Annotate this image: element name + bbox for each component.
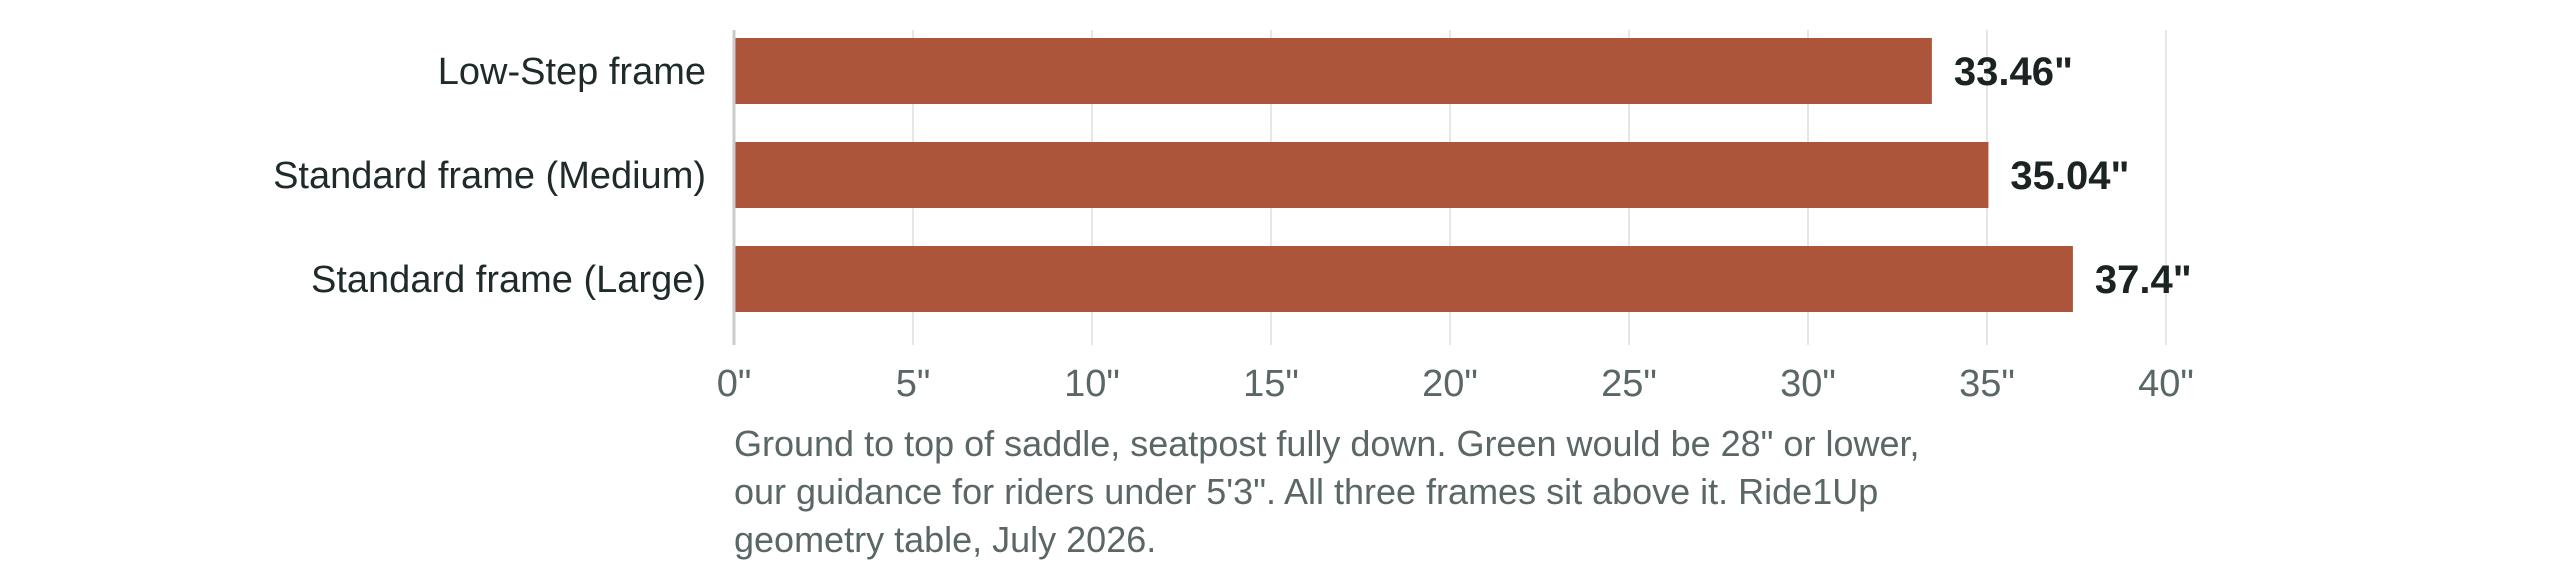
x-tick-label: 30" [1780, 363, 1836, 405]
x-tick-label: 20" [1422, 363, 1478, 405]
data-label: 35.04" [2010, 154, 2129, 198]
category-labels: Low-Step frame Standard frame (Medium) Sta… [273, 51, 706, 301]
x-tick-label: 10" [1064, 363, 1120, 405]
x-tick-label: 5" [896, 363, 931, 405]
x-axis-tick-labels: 0" 5" 10" 15" 20" 25" 30" 35" 40" [717, 363, 2194, 405]
x-tick-label: 35" [1959, 363, 2015, 405]
category-label: Low-Step frame [438, 51, 706, 93]
chart-note: Ground to top of saddle, seatpost fully … [734, 423, 1920, 560]
x-tick-label: 0" [717, 363, 752, 405]
category-label: Standard frame (Medium) [273, 155, 706, 197]
data-labels: 33.46" 35.04" 37.4" [1954, 50, 2192, 302]
bars [734, 38, 2073, 312]
bar [734, 142, 1989, 208]
bar-chart: Low-Step frame Standard frame (Medium) Sta… [273, 30, 2194, 405]
data-label: 33.46" [1954, 50, 2073, 94]
x-tick-label: 15" [1243, 363, 1299, 405]
bar [734, 246, 2073, 312]
x-tick-label: 40" [2138, 363, 2194, 405]
bar [734, 38, 1932, 104]
x-tick-label: 25" [1601, 363, 1657, 405]
category-label: Standard frame (Large) [311, 259, 706, 301]
data-label: 37.4" [2095, 258, 2192, 302]
